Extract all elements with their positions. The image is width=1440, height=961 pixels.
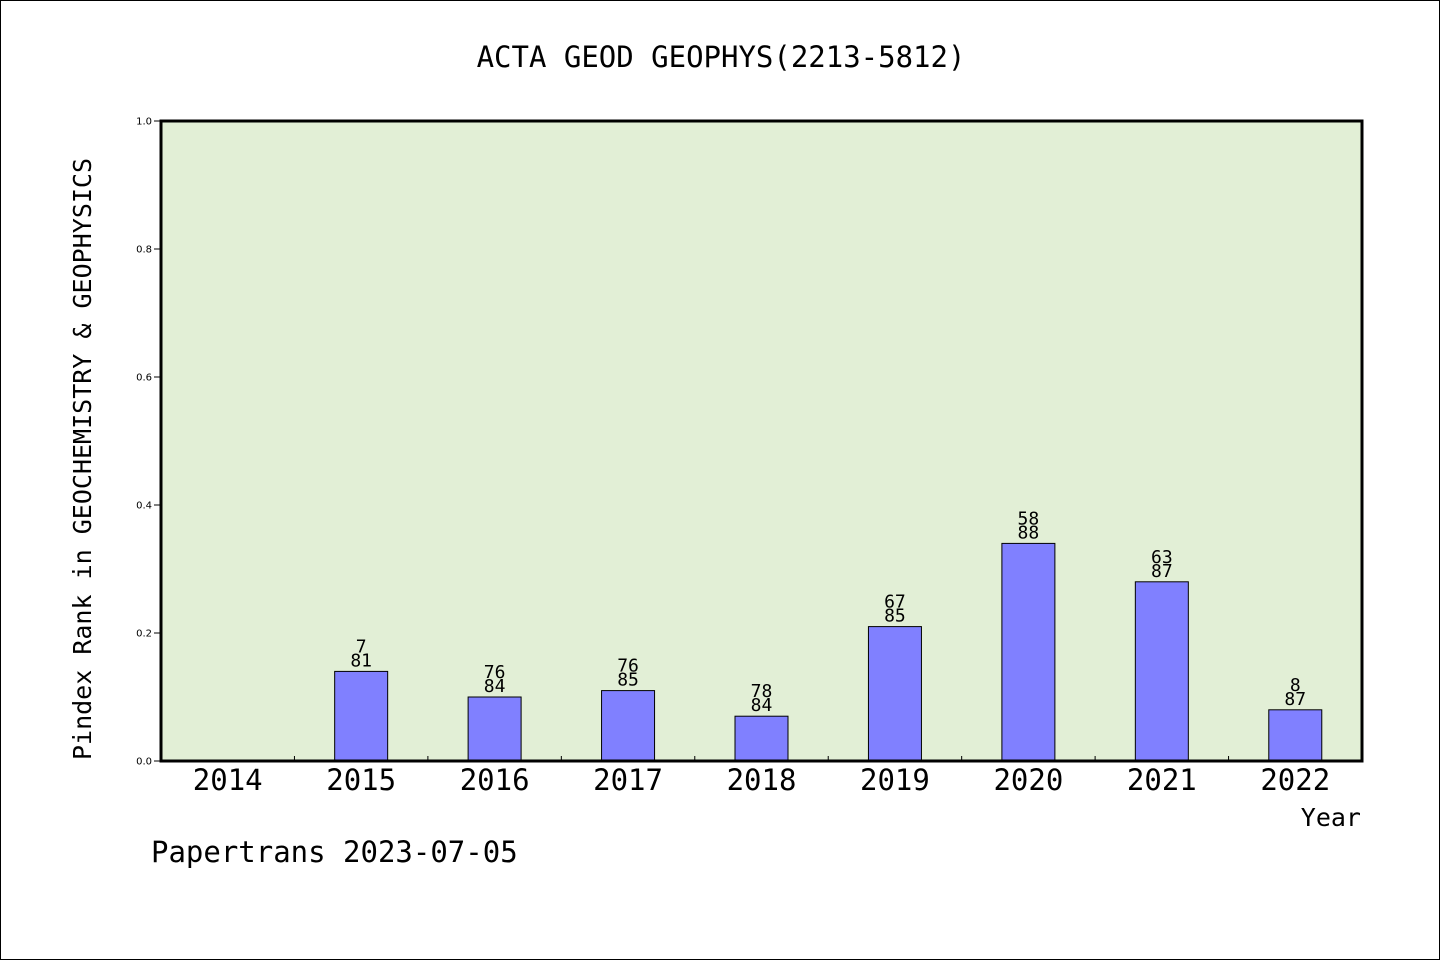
x-tick-label: 2022 xyxy=(1260,763,1330,797)
bar-rank-label: 76 xyxy=(617,656,639,677)
y-axis-label: Pindex Rank in GEOCHEMISTRY & GEOPHYSICS xyxy=(68,158,97,760)
x-tick-label: 2018 xyxy=(727,763,797,797)
bar-total-label: 85 xyxy=(617,670,639,691)
bar-total-label: 84 xyxy=(484,676,506,697)
y-tick-label: 0.0 xyxy=(136,757,152,768)
bar-rank-label: 7 xyxy=(356,636,367,657)
bar-rank-label: 76 xyxy=(484,662,506,683)
x-tick-label: 2021 xyxy=(1127,763,1197,797)
y-tick-label: 0.4 xyxy=(136,501,152,512)
bar xyxy=(601,690,656,762)
bar-total-label: 88 xyxy=(1018,522,1040,543)
bar xyxy=(1268,709,1323,762)
plot-border xyxy=(159,119,1364,763)
bar-rank-label: 8 xyxy=(1290,675,1301,696)
bar-total-label: 87 xyxy=(1284,689,1306,710)
x-tick-label: 2017 xyxy=(593,763,663,797)
bar xyxy=(867,626,922,762)
chart-title: ACTA GEOD GEOPHYS(2213-5812) xyxy=(477,40,966,74)
bar xyxy=(334,670,389,762)
bar-total-label: 87 xyxy=(1151,561,1173,582)
bar-total-label: 81 xyxy=(350,650,372,671)
bar xyxy=(467,696,522,762)
bar-rank-label: 67 xyxy=(884,592,906,613)
y-axis-ticks: 0.0 0.2 0.4 0.6 0.8 1.0 xyxy=(136,117,161,768)
bar-rank-label: 63 xyxy=(1151,547,1173,568)
bar-rank-label: 58 xyxy=(1018,508,1040,529)
bar xyxy=(734,715,789,762)
bar-total-label: 85 xyxy=(884,606,906,627)
bar xyxy=(1134,581,1189,762)
x-tick-label: 2015 xyxy=(326,763,396,797)
y-tick-label: 0.2 xyxy=(136,629,152,640)
bar-total-label: 84 xyxy=(751,695,773,716)
bars xyxy=(334,542,1323,762)
x-tick-labels: 2014 2015 2016 2017 2018 2019 2020 2021 2022 xyxy=(193,763,1330,797)
x-tick-label: 2016 xyxy=(460,763,530,797)
x-tick-label: 2019 xyxy=(860,763,930,797)
y-tick-label: 0.6 xyxy=(136,373,152,384)
x-tick-label: 2020 xyxy=(993,763,1063,797)
x-axis-label: Year xyxy=(1301,803,1361,832)
bar-rank-label: 78 xyxy=(751,681,773,702)
bar xyxy=(1001,542,1056,762)
y-tick-label: 1.0 xyxy=(136,117,152,128)
footer-credit: Papertrans 2023-07-05 xyxy=(151,835,518,869)
x-tick-label: 2014 xyxy=(193,763,263,797)
y-tick-label: 0.8 xyxy=(136,245,152,256)
